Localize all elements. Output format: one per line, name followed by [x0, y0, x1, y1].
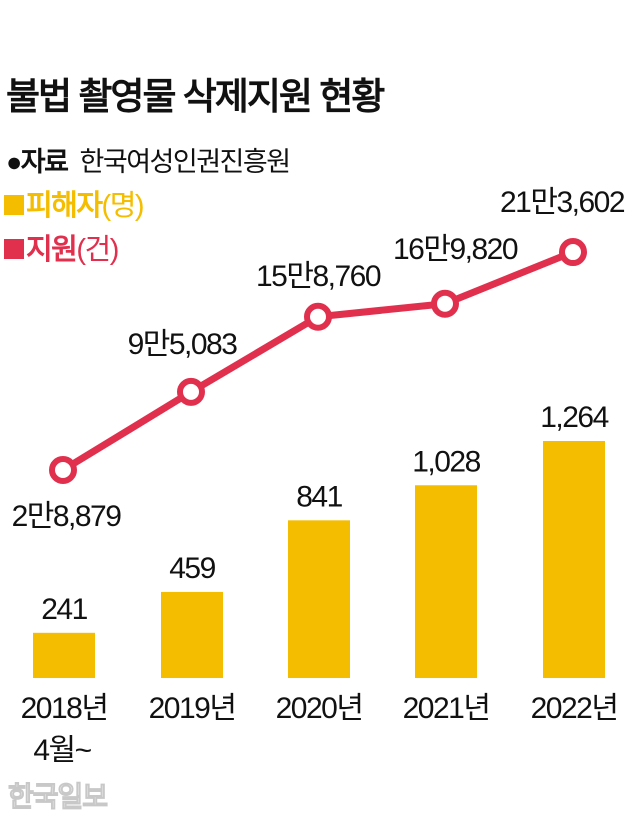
line-label-support-0: 2만8,879 — [12, 500, 122, 533]
legend-unit-victims: (명) — [101, 190, 145, 222]
line-point-support-2 — [304, 302, 332, 331]
x-tick-label-4: 2022년 — [531, 692, 618, 725]
source-value: 한국여성인권진흥원 — [79, 147, 292, 177]
bar-label-victims-1: 459 — [169, 552, 215, 585]
bar-victims-3 — [415, 485, 477, 678]
bar-victims-4 — [543, 441, 605, 678]
bar-label-victims-3: 1,028 — [412, 445, 480, 478]
hankook-ilbo-watermark: 한국일보 — [7, 781, 108, 813]
line-label-support-4: 21만3,602 — [500, 186, 625, 219]
source-label: ●자료 — [6, 147, 69, 177]
line-point-support-4 — [559, 238, 587, 267]
x-tick-label-0: 2018년 — [21, 692, 108, 725]
line-point-support-1 — [177, 377, 205, 406]
legend-unit-support: (건) — [76, 234, 119, 266]
bar-label-victims-0: 241 — [41, 593, 87, 626]
legend-swatch-victims — [4, 195, 24, 215]
line-point-support-0 — [49, 456, 77, 485]
line-label-support-1: 9만5,083 — [128, 328, 238, 361]
bar-label-victims-2: 841 — [296, 480, 342, 513]
legend-label-victims: 피해자 — [26, 190, 103, 222]
legend-swatch-support — [4, 239, 24, 259]
x-tick-sublabel-0: 4월~ — [33, 734, 91, 767]
bar-label-victims-4: 1,264 — [540, 401, 608, 434]
x-tick-label-3: 2021년 — [403, 692, 490, 725]
source-note: ●자료 한국여성인권진흥원 — [6, 140, 292, 179]
legend-label-support: 지원 — [26, 234, 78, 266]
line-label-support-2: 15만8,760 — [256, 260, 381, 293]
bar-victims-1 — [161, 591, 223, 678]
line-label-support-3: 16만9,820 — [393, 233, 518, 266]
legend-item-victims: 피해자(명) — [4, 182, 145, 224]
bar-victims-0 — [33, 632, 95, 678]
x-tick-label-1: 2019년 — [149, 692, 236, 725]
bar-victims-2 — [288, 520, 350, 678]
legend-item-support: 지원(건) — [4, 226, 119, 268]
line-point-support-3 — [431, 289, 459, 318]
x-tick-label-2: 2020년 — [276, 692, 363, 725]
chart-title: 불법 촬영물 삭제지원 현황 — [6, 76, 385, 117]
